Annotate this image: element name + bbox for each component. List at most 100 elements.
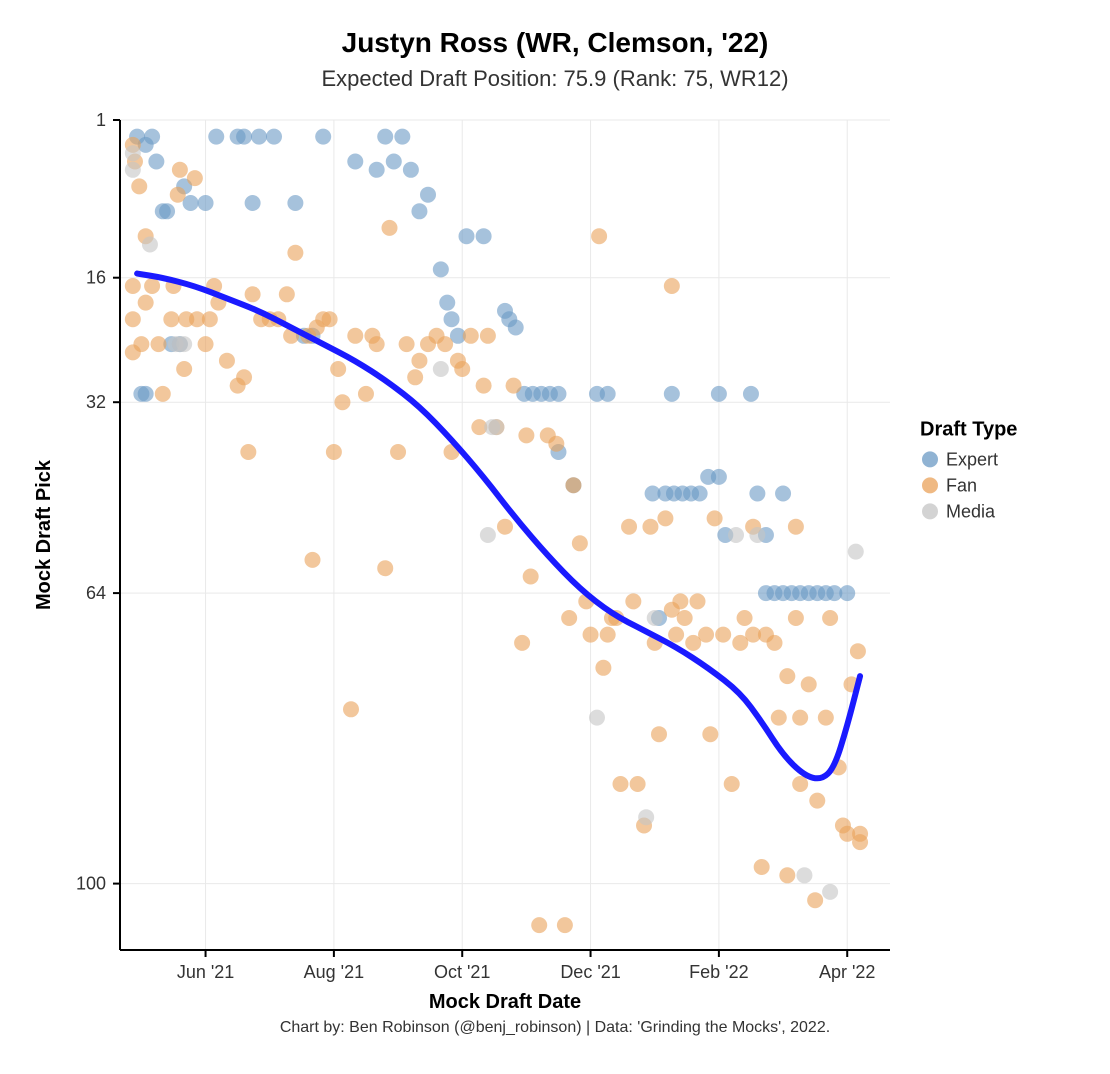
data-point [692, 486, 708, 502]
data-point [822, 884, 838, 900]
data-point [749, 486, 765, 502]
data-point [125, 162, 141, 178]
data-point [557, 917, 573, 933]
data-point [125, 278, 141, 294]
data-point [245, 195, 261, 211]
data-point [411, 203, 427, 219]
data-point [347, 154, 363, 170]
data-point [155, 386, 171, 402]
legend-title: Draft Type [920, 418, 1017, 440]
data-point [144, 278, 160, 294]
data-point [488, 419, 504, 435]
data-point [668, 627, 684, 643]
data-point [613, 776, 629, 792]
data-point [382, 220, 398, 236]
data-point [848, 544, 864, 560]
data-point [287, 245, 303, 261]
data-point [561, 610, 577, 626]
data-point [148, 154, 164, 170]
data-point [621, 519, 637, 535]
data-point [548, 436, 564, 452]
data-point [572, 535, 588, 551]
data-point [377, 129, 393, 145]
data-point [822, 610, 838, 626]
data-point [749, 527, 765, 543]
data-point [377, 560, 393, 576]
data-point [480, 527, 496, 543]
data-point [807, 892, 823, 908]
data-point [647, 610, 663, 626]
data-point [850, 643, 866, 659]
data-point [775, 486, 791, 502]
chart-svg: Justyn Ross (WR, Clemson, '22) Expected D… [0, 0, 1110, 1074]
data-point [170, 187, 186, 203]
data-point [531, 917, 547, 933]
data-point [476, 378, 492, 394]
data-point [792, 710, 808, 726]
data-point [642, 519, 658, 535]
data-point [437, 336, 453, 352]
data-point [638, 809, 654, 825]
data-point [754, 859, 770, 875]
data-point [343, 701, 359, 717]
data-point [664, 278, 680, 294]
x-tick-label: Jun '21 [177, 962, 234, 982]
x-tick-label: Dec '21 [560, 962, 620, 982]
data-point [433, 261, 449, 277]
data-point [600, 386, 616, 402]
data-point [315, 129, 331, 145]
chart-subtitle: Expected Draft Position: 75.9 (Rank: 75,… [321, 66, 788, 91]
data-point [852, 834, 868, 850]
y-tick-label: 64 [86, 583, 106, 603]
data-point [236, 129, 252, 145]
data-point [677, 610, 693, 626]
data-point [142, 237, 158, 253]
data-point [369, 162, 385, 178]
data-point [390, 444, 406, 460]
y-axis-label: Mock Draft Pick [33, 459, 55, 610]
data-point [711, 469, 727, 485]
data-point [779, 867, 795, 883]
data-point [698, 627, 714, 643]
data-point [506, 378, 522, 394]
data-point [595, 660, 611, 676]
data-point [818, 710, 834, 726]
data-point [287, 195, 303, 211]
data-point [454, 361, 470, 377]
data-point [514, 635, 530, 651]
data-point [163, 311, 179, 327]
data-point [251, 129, 267, 145]
data-point [198, 195, 214, 211]
data-point [407, 369, 423, 385]
data-point [728, 527, 744, 543]
data-point [403, 162, 419, 178]
data-point [711, 386, 727, 402]
data-point [583, 627, 599, 643]
data-point [131, 178, 147, 194]
data-point [664, 386, 680, 402]
data-point [172, 162, 188, 178]
data-point [236, 369, 252, 385]
data-point [187, 170, 203, 186]
legend-swatch [922, 477, 938, 493]
data-point [625, 593, 641, 609]
y-tick-label: 32 [86, 392, 106, 412]
data-point [219, 353, 235, 369]
y-tick-label: 100 [76, 874, 106, 894]
x-tick-label: Feb '22 [689, 962, 748, 982]
data-point [839, 585, 855, 601]
data-point [138, 386, 154, 402]
data-point [399, 336, 415, 352]
data-point [198, 336, 214, 352]
data-point [508, 320, 524, 336]
data-point [240, 444, 256, 460]
data-point [809, 793, 825, 809]
data-point [266, 129, 282, 145]
data-point [202, 311, 218, 327]
chart-title: Justyn Ross (WR, Clemson, '22) [342, 27, 769, 58]
legend-swatch [922, 503, 938, 519]
data-point [497, 519, 513, 535]
data-point [176, 361, 192, 377]
legend-swatch [922, 451, 938, 467]
data-point [326, 444, 342, 460]
